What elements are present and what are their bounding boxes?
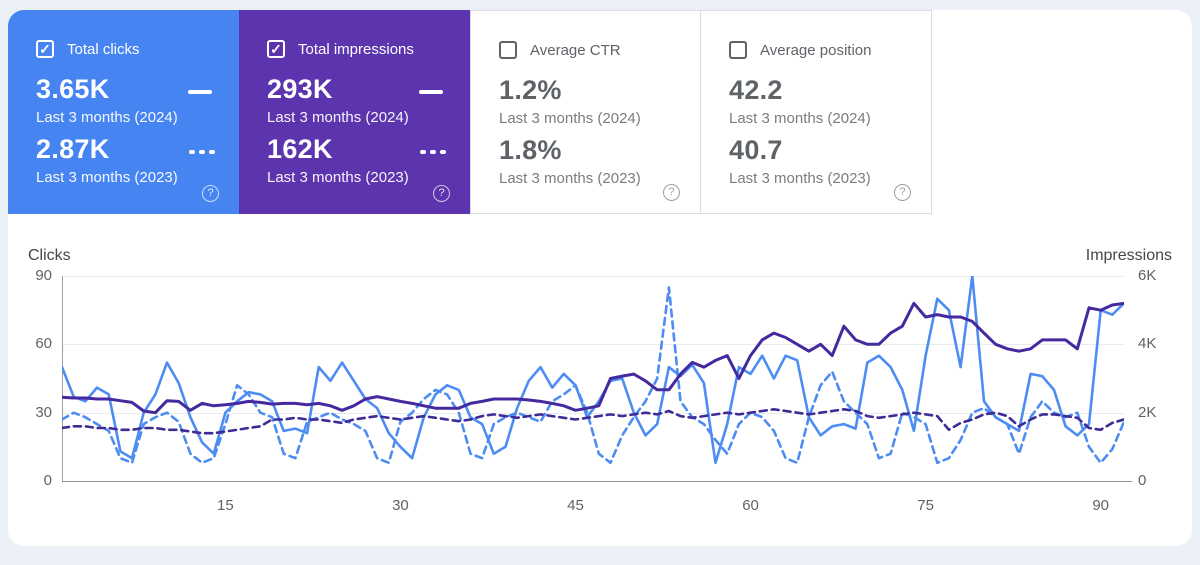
metric-card-total-impressions[interactable]: ✓ Total impressions 293K Last 3 months (… [239, 10, 470, 214]
x-axis-line [62, 480, 1132, 482]
dashed-line-legend-marker [189, 150, 215, 154]
performance-line-chart [62, 276, 1124, 465]
metric-value-2024: 293K [267, 74, 333, 104]
right-axis-tick-4K: 4K [1138, 335, 1157, 353]
x-axis-tick-75: 75 [917, 497, 934, 514]
metric-value-2023: 40.7 [729, 135, 783, 165]
x-axis-tick-90: 90 [1092, 497, 1109, 514]
checkbox-row: ✓ Average position [729, 41, 871, 59]
checkbox-unchecked-icon[interactable]: ✓ [729, 41, 747, 59]
solid-line-legend-marker [188, 90, 212, 94]
metric-period-2024: Last 3 months (2024) [729, 110, 871, 127]
right-axis-tick-2K: 2K [1138, 403, 1157, 421]
series-line-impressions-last-3-months-2023- [62, 408, 1124, 435]
right-axis-tick-6K: 6K [1138, 267, 1157, 284]
dashed-line-legend-marker [420, 150, 446, 154]
metric-card-total-clicks[interactable]: ✓ Total clicks 3.65K Last 3 months (2024… [8, 10, 239, 214]
metric-value-2024: 1.2% [499, 75, 562, 105]
metric-period-2024: Last 3 months (2024) [499, 110, 641, 127]
metric-cards-row: ✓ Total clicks 3.65K Last 3 months (2024… [8, 10, 932, 214]
checkmark-icon: ✓ [270, 41, 282, 57]
x-axis-tick-30: 30 [392, 497, 409, 514]
help-icon[interactable]: ? [894, 184, 911, 201]
metric-card-average-ctr[interactable]: ✓ Average CTR 1.2% Last 3 months (2024) … [470, 10, 701, 214]
left-axis-tick-90: 90 [35, 267, 52, 284]
left-axis-title: Clicks [28, 247, 71, 264]
metric-label: Average position [760, 41, 872, 59]
metric-value-2023: 1.8% [499, 135, 562, 165]
checkmark-icon: ✓ [39, 41, 51, 57]
left-axis-tick-0: 0 [43, 472, 52, 489]
help-icon[interactable]: ? [663, 184, 680, 201]
solid-line-legend-marker [419, 90, 443, 94]
metric-label: Total clicks [67, 40, 140, 58]
metric-period-2023: Last 3 months (2023) [499, 170, 641, 187]
metric-period-2023: Last 3 months (2023) [36, 169, 178, 186]
checkbox-checked-icon[interactable]: ✓ [267, 40, 285, 58]
left-axis-tick-60: 60 [35, 335, 52, 353]
metric-label: Average CTR [530, 41, 621, 59]
gridline-30 [62, 412, 1124, 414]
help-icon[interactable]: ? [202, 185, 219, 202]
left-axis-tick-30: 30 [35, 403, 52, 421]
series-line-clicks-last-3-months-2024- [62, 276, 1124, 465]
x-axis-tick-60: 60 [742, 497, 759, 514]
checkbox-checked-icon[interactable]: ✓ [36, 40, 54, 58]
metric-label: Total impressions [298, 40, 414, 58]
gridline-60 [62, 344, 1124, 346]
metric-card-average-position[interactable]: ✓ Average position 42.2 Last 3 months (2… [701, 10, 932, 214]
help-icon[interactable]: ? [433, 185, 450, 202]
metric-period-2023: Last 3 months (2023) [267, 169, 409, 186]
x-axis-tick-15: 15 [217, 497, 234, 514]
series-line-clicks-last-3-months-2023- [62, 286, 1124, 465]
checkbox-row: ✓ Total impressions [267, 40, 414, 58]
metric-value-2024: 42.2 [729, 75, 783, 105]
metric-value-2023: 162K [267, 134, 333, 164]
checkbox-row: ✓ Average CTR [499, 41, 621, 59]
right-axis-tick-0: 0 [1138, 472, 1147, 489]
metric-period-2024: Last 3 months (2024) [36, 109, 178, 126]
metric-period-2023: Last 3 months (2023) [729, 170, 871, 187]
right-axis-title: Impressions [1085, 247, 1172, 264]
metric-value-2024: 3.65K [36, 74, 110, 104]
checkbox-row: ✓ Total clicks [36, 40, 140, 58]
metric-period-2024: Last 3 months (2024) [267, 109, 409, 126]
series-line-impressions-last-3-months-2024- [62, 301, 1124, 415]
metric-value-2023: 2.87K [36, 134, 110, 164]
checkbox-unchecked-icon[interactable]: ✓ [499, 41, 517, 59]
left-axis-line [62, 276, 63, 481]
performance-panel: ✓ Total clicks 3.65K Last 3 months (2024… [8, 10, 1192, 546]
gridline-90 [62, 276, 1124, 277]
x-axis-tick-45: 45 [567, 497, 584, 514]
